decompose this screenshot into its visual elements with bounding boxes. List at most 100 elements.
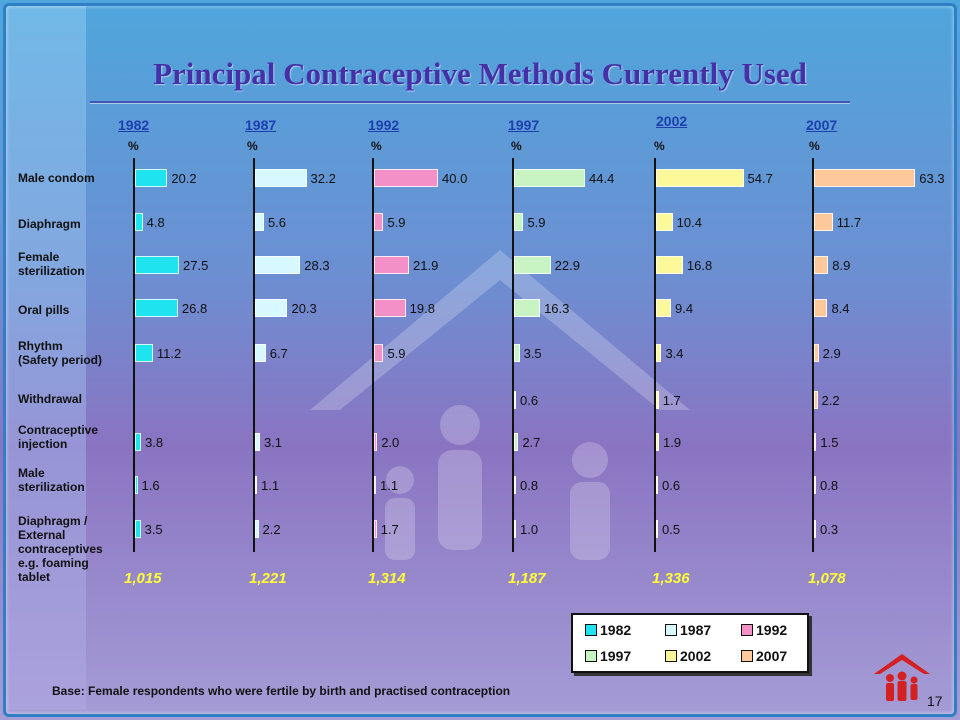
bar: [814, 213, 833, 231]
data-label: 3.5: [144, 522, 163, 537]
left-accent-band: [6, 6, 86, 710]
data-label: 22.9: [554, 258, 580, 273]
data-label: 1.7: [662, 393, 681, 408]
page-number: 17: [927, 693, 943, 709]
legend-swatch: [585, 624, 597, 636]
bar: [656, 520, 658, 538]
title-underline: [90, 101, 850, 103]
chart-legend: 1982 1987 1992 1997 2002 2007: [571, 613, 809, 673]
data-label: 9.4: [675, 301, 694, 316]
bar: [374, 476, 376, 494]
bar: [814, 169, 916, 187]
series-year-label: 1997: [508, 117, 540, 133]
data-label: 3.1: [263, 435, 283, 450]
legend-item: 1997: [585, 647, 645, 665]
data-label: 1.0: [520, 522, 539, 537]
legend-label: 2002: [680, 648, 712, 664]
percent-unit-label: %: [809, 139, 820, 153]
bar: [135, 433, 142, 451]
bar: [656, 344, 662, 362]
bar: [814, 344, 819, 362]
legend-item: 1987: [665, 621, 725, 639]
data-label: 1.9: [663, 435, 682, 450]
legend-item: 2002: [665, 647, 725, 665]
legend-item: 2007: [741, 647, 801, 665]
bar: [656, 433, 660, 451]
data-label: 5.9: [387, 346, 406, 361]
data-label: 0.5: [662, 522, 681, 537]
legend-label: 1982: [600, 622, 632, 638]
series-axis-line: [812, 158, 814, 552]
series-axis-line: [253, 158, 255, 552]
data-label: 10.4: [676, 215, 702, 230]
data-label: 5.9: [387, 215, 406, 230]
bar: [374, 433, 378, 451]
data-label: 0.6: [520, 393, 539, 408]
bar: [514, 299, 541, 317]
data-label: 5.9: [527, 215, 546, 230]
legend-label: 2007: [756, 648, 788, 664]
data-label: 2.9: [822, 346, 841, 361]
category-label: Contraceptive injection: [18, 423, 99, 451]
legend-swatch: [665, 650, 677, 662]
category-label: Rhythm (Safety period): [18, 339, 103, 367]
bar: [135, 520, 141, 538]
legend-swatch: [741, 650, 753, 662]
category-label: Diaphragm / External contraceptives e.g.…: [18, 514, 103, 584]
bar: [255, 433, 260, 451]
bar: [656, 256, 683, 274]
data-label: 1.5: [820, 435, 839, 450]
data-label: 19.8: [409, 301, 435, 316]
footnote: Base: Female respondents who were fertil…: [52, 684, 511, 698]
bar: [135, 256, 179, 274]
series-year-label: 1992: [368, 117, 400, 133]
base-count: 1,078: [808, 570, 846, 587]
bar: [514, 476, 516, 494]
bar: [814, 476, 816, 494]
data-label: 2.0: [381, 435, 400, 450]
data-label: 0.3: [820, 522, 839, 537]
base-count: 1,187: [508, 570, 546, 587]
bar: [374, 299, 406, 317]
series-year-label: 2002: [656, 113, 688, 129]
bar: [135, 299, 178, 317]
bar: [814, 391, 818, 409]
data-label: 26.8: [181, 301, 208, 316]
data-label: 63.3: [919, 171, 945, 186]
data-label: 3.4: [665, 346, 684, 361]
data-label: 2.7: [522, 435, 541, 450]
legend-swatch: [741, 624, 753, 636]
bar: [374, 169, 438, 187]
data-label: 54.7: [747, 171, 773, 186]
category-label: Female sterilization: [18, 250, 85, 278]
legend-label: 1992: [756, 622, 788, 638]
family-house-icon: [310, 250, 690, 560]
legend-swatch: [585, 650, 597, 662]
data-label: 20.2: [171, 171, 197, 186]
bar: [656, 169, 744, 187]
data-label: 3.5: [523, 346, 542, 361]
data-label: 4.8: [146, 215, 165, 230]
bar: [814, 433, 817, 451]
percent-unit-label: %: [128, 139, 139, 153]
series-year-label: 2007: [806, 117, 838, 133]
legend-item: 1992: [741, 621, 801, 639]
data-label: 0.8: [820, 478, 839, 493]
percent-unit-label: %: [511, 139, 522, 153]
bar: [374, 344, 384, 362]
legend-label: 1997: [600, 648, 632, 664]
page-title: Principal Contraceptive Methods Currentl…: [153, 56, 807, 91]
slide-frame: [3, 3, 957, 717]
family-house-logo: [874, 654, 930, 701]
data-label: 8.4: [831, 301, 850, 316]
data-label: 28.3: [304, 258, 330, 273]
bar: [656, 299, 672, 317]
bar: [255, 169, 307, 187]
base-count: 1,015: [124, 570, 162, 587]
data-label: 0.6: [662, 478, 681, 493]
bar: [514, 520, 516, 538]
series-year-label: 1987: [245, 117, 277, 133]
bar: [814, 299, 828, 317]
base-count: 1,336: [652, 570, 690, 587]
data-label: 6.7: [269, 346, 288, 361]
